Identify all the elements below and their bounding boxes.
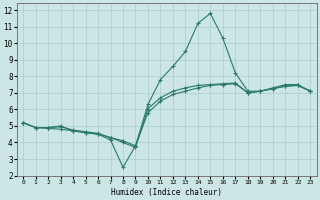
X-axis label: Humidex (Indice chaleur): Humidex (Indice chaleur) [111,188,222,197]
